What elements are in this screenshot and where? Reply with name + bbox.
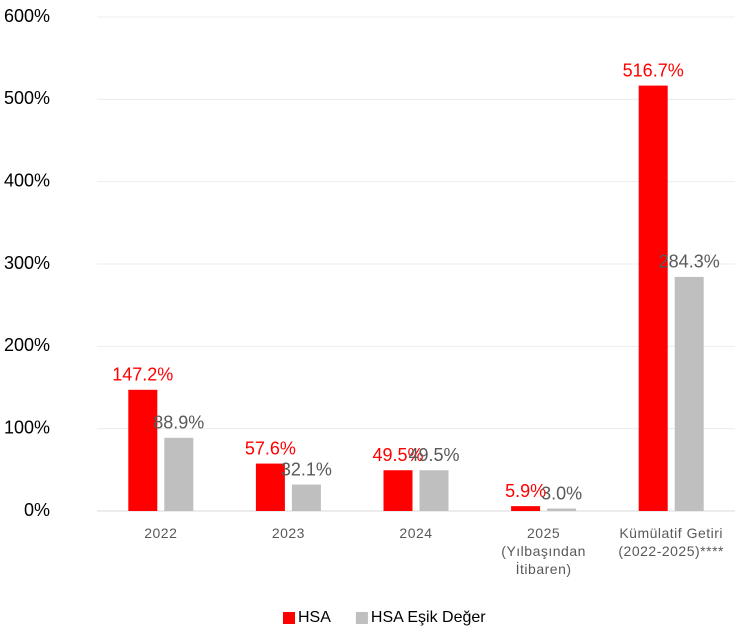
bar: [128, 389, 158, 511]
bar: [291, 484, 321, 511]
bar: [638, 85, 668, 511]
bar: [674, 276, 704, 511]
bar: [419, 470, 449, 511]
y-tick-label: 0%: [24, 500, 50, 520]
value-label: 49.5%: [372, 445, 423, 465]
y-tick-label: 300%: [4, 253, 50, 273]
value-label: 88.9%: [153, 413, 204, 433]
value-label: 49.5%: [408, 445, 459, 465]
bar: [164, 437, 194, 511]
value-label: 284.3%: [659, 252, 720, 272]
x-tick-label: 2022: [144, 525, 178, 541]
bar: [383, 470, 413, 511]
legend-label: HSA Eşik Değer: [371, 609, 486, 626]
legend-swatch: [283, 612, 295, 624]
y-tick-label: 100%: [4, 417, 50, 437]
y-tick-label: 600%: [4, 6, 50, 26]
value-label: 147.2%: [112, 365, 173, 385]
legend-swatch: [355, 612, 368, 624]
x-tick-label: 2023: [271, 525, 305, 541]
legend-label: HSA: [298, 609, 331, 626]
x-tick-label: 2025 (Yılbaşından İtibaren): [501, 525, 586, 577]
y-tick-label: 400%: [4, 170, 50, 190]
value-label: 516.7%: [623, 60, 684, 80]
y-tick-label: 200%: [4, 335, 50, 355]
value-label: 32.1%: [281, 459, 332, 479]
bar: [547, 508, 577, 511]
x-tick-label: Kümülatif Getiri (2022-2025)****: [618, 525, 724, 559]
x-tick-label: 2024: [399, 525, 433, 541]
value-label: 57.6%: [245, 438, 296, 458]
bar: [511, 506, 541, 511]
bar: [255, 463, 285, 511]
y-tick-label: 500%: [4, 88, 50, 108]
value-label: 5.9%: [505, 481, 546, 501]
value-label: 3.0%: [541, 483, 582, 503]
